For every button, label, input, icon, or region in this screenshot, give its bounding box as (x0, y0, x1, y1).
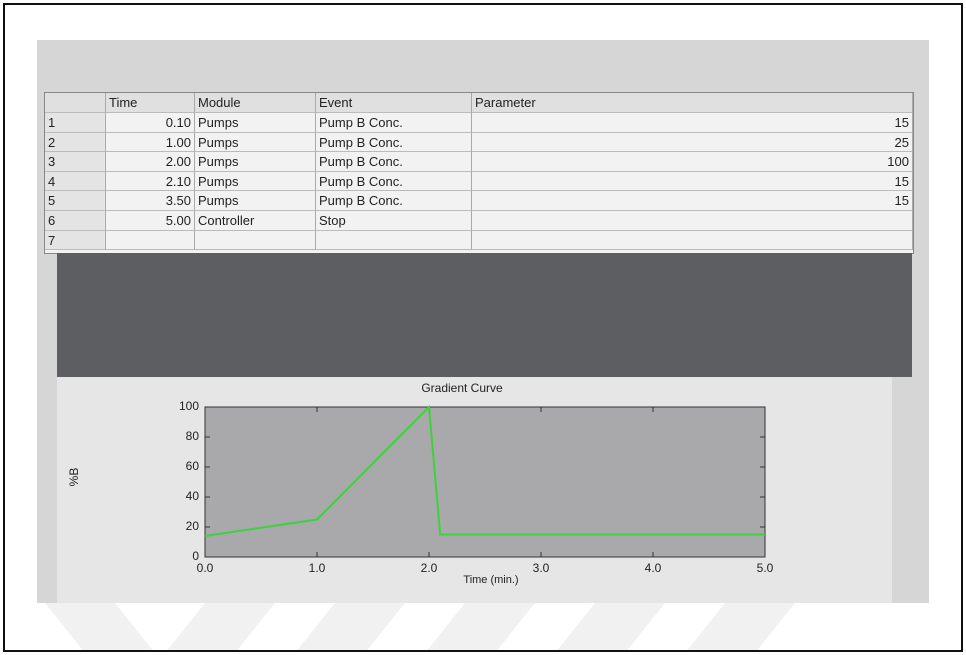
column-header: Parameter (472, 93, 913, 113)
row-number: 6 (45, 211, 106, 231)
chart-title: Gradient Curve (421, 381, 503, 395)
table-cell: 2.10 (106, 172, 195, 192)
x-tick-label: 2.0 (421, 561, 438, 575)
x-tick-label: 5.0 (757, 561, 774, 575)
row-number: 3 (45, 152, 106, 172)
row-number: 7 (45, 231, 106, 251)
empty-area (57, 253, 912, 377)
x-tick-label: 3.0 (533, 561, 550, 575)
chart: Gradient Curve Time (min.) %B 0204060801… (57, 377, 892, 603)
table-cell: Pump B Conc. (316, 133, 472, 153)
table-cell: 1.00 (106, 133, 195, 153)
table-cell: Pumps (195, 133, 316, 153)
table-cell: 15 (472, 113, 913, 133)
x-tick-label: 0.0 (197, 561, 214, 575)
table-cell: Pumps (195, 152, 316, 172)
table-cell (106, 231, 195, 251)
x-axis-label: Time (min.) (463, 574, 518, 586)
table-cell: Pump B Conc. (316, 152, 472, 172)
table-cell: 3.50 (106, 191, 195, 211)
table-cell: 2.00 (106, 152, 195, 172)
table-cell: Pumps (195, 191, 316, 211)
table-cell: 15 (472, 191, 913, 211)
table-cell: Pump B Conc. (316, 191, 472, 211)
y-tick-label: 80 (186, 429, 200, 443)
table-cell (472, 211, 913, 231)
table-cell: 0.10 (106, 113, 195, 133)
table-cell: Pumps (195, 172, 316, 192)
table-cell (316, 231, 472, 251)
page: TimeModuleEventParameter10.10PumpsPump B… (0, 0, 966, 655)
y-axis-label: %B (67, 468, 81, 487)
table-cell: Pump B Conc. (316, 172, 472, 192)
header-corner (45, 93, 106, 113)
table-cell: Stop (316, 211, 472, 231)
watermark (5, 603, 961, 652)
table-cell (195, 231, 316, 251)
y-tick-label: 60 (186, 459, 200, 473)
x-tick-label: 1.0 (309, 561, 326, 575)
table-cell: Controller (195, 211, 316, 231)
row-number: 4 (45, 172, 106, 192)
y-tick-label: 20 (186, 519, 200, 533)
row-number: 5 (45, 191, 106, 211)
y-tick-label: 40 (186, 489, 200, 503)
table-cell: 100 (472, 152, 913, 172)
row-number: 2 (45, 133, 106, 153)
x-tick-label: 4.0 (645, 561, 662, 575)
table-cell: Pump B Conc. (316, 113, 472, 133)
table-cell: Pumps (195, 113, 316, 133)
row-number: 1 (45, 113, 106, 133)
table-cell (472, 231, 913, 251)
table-cell: 15 (472, 172, 913, 192)
table-cell: 5.00 (106, 211, 195, 231)
column-header: Event (316, 93, 472, 113)
table-cell: 25 (472, 133, 913, 153)
y-tick-label: 100 (179, 399, 199, 413)
column-header: Module (195, 93, 316, 113)
column-header: Time (106, 93, 195, 113)
